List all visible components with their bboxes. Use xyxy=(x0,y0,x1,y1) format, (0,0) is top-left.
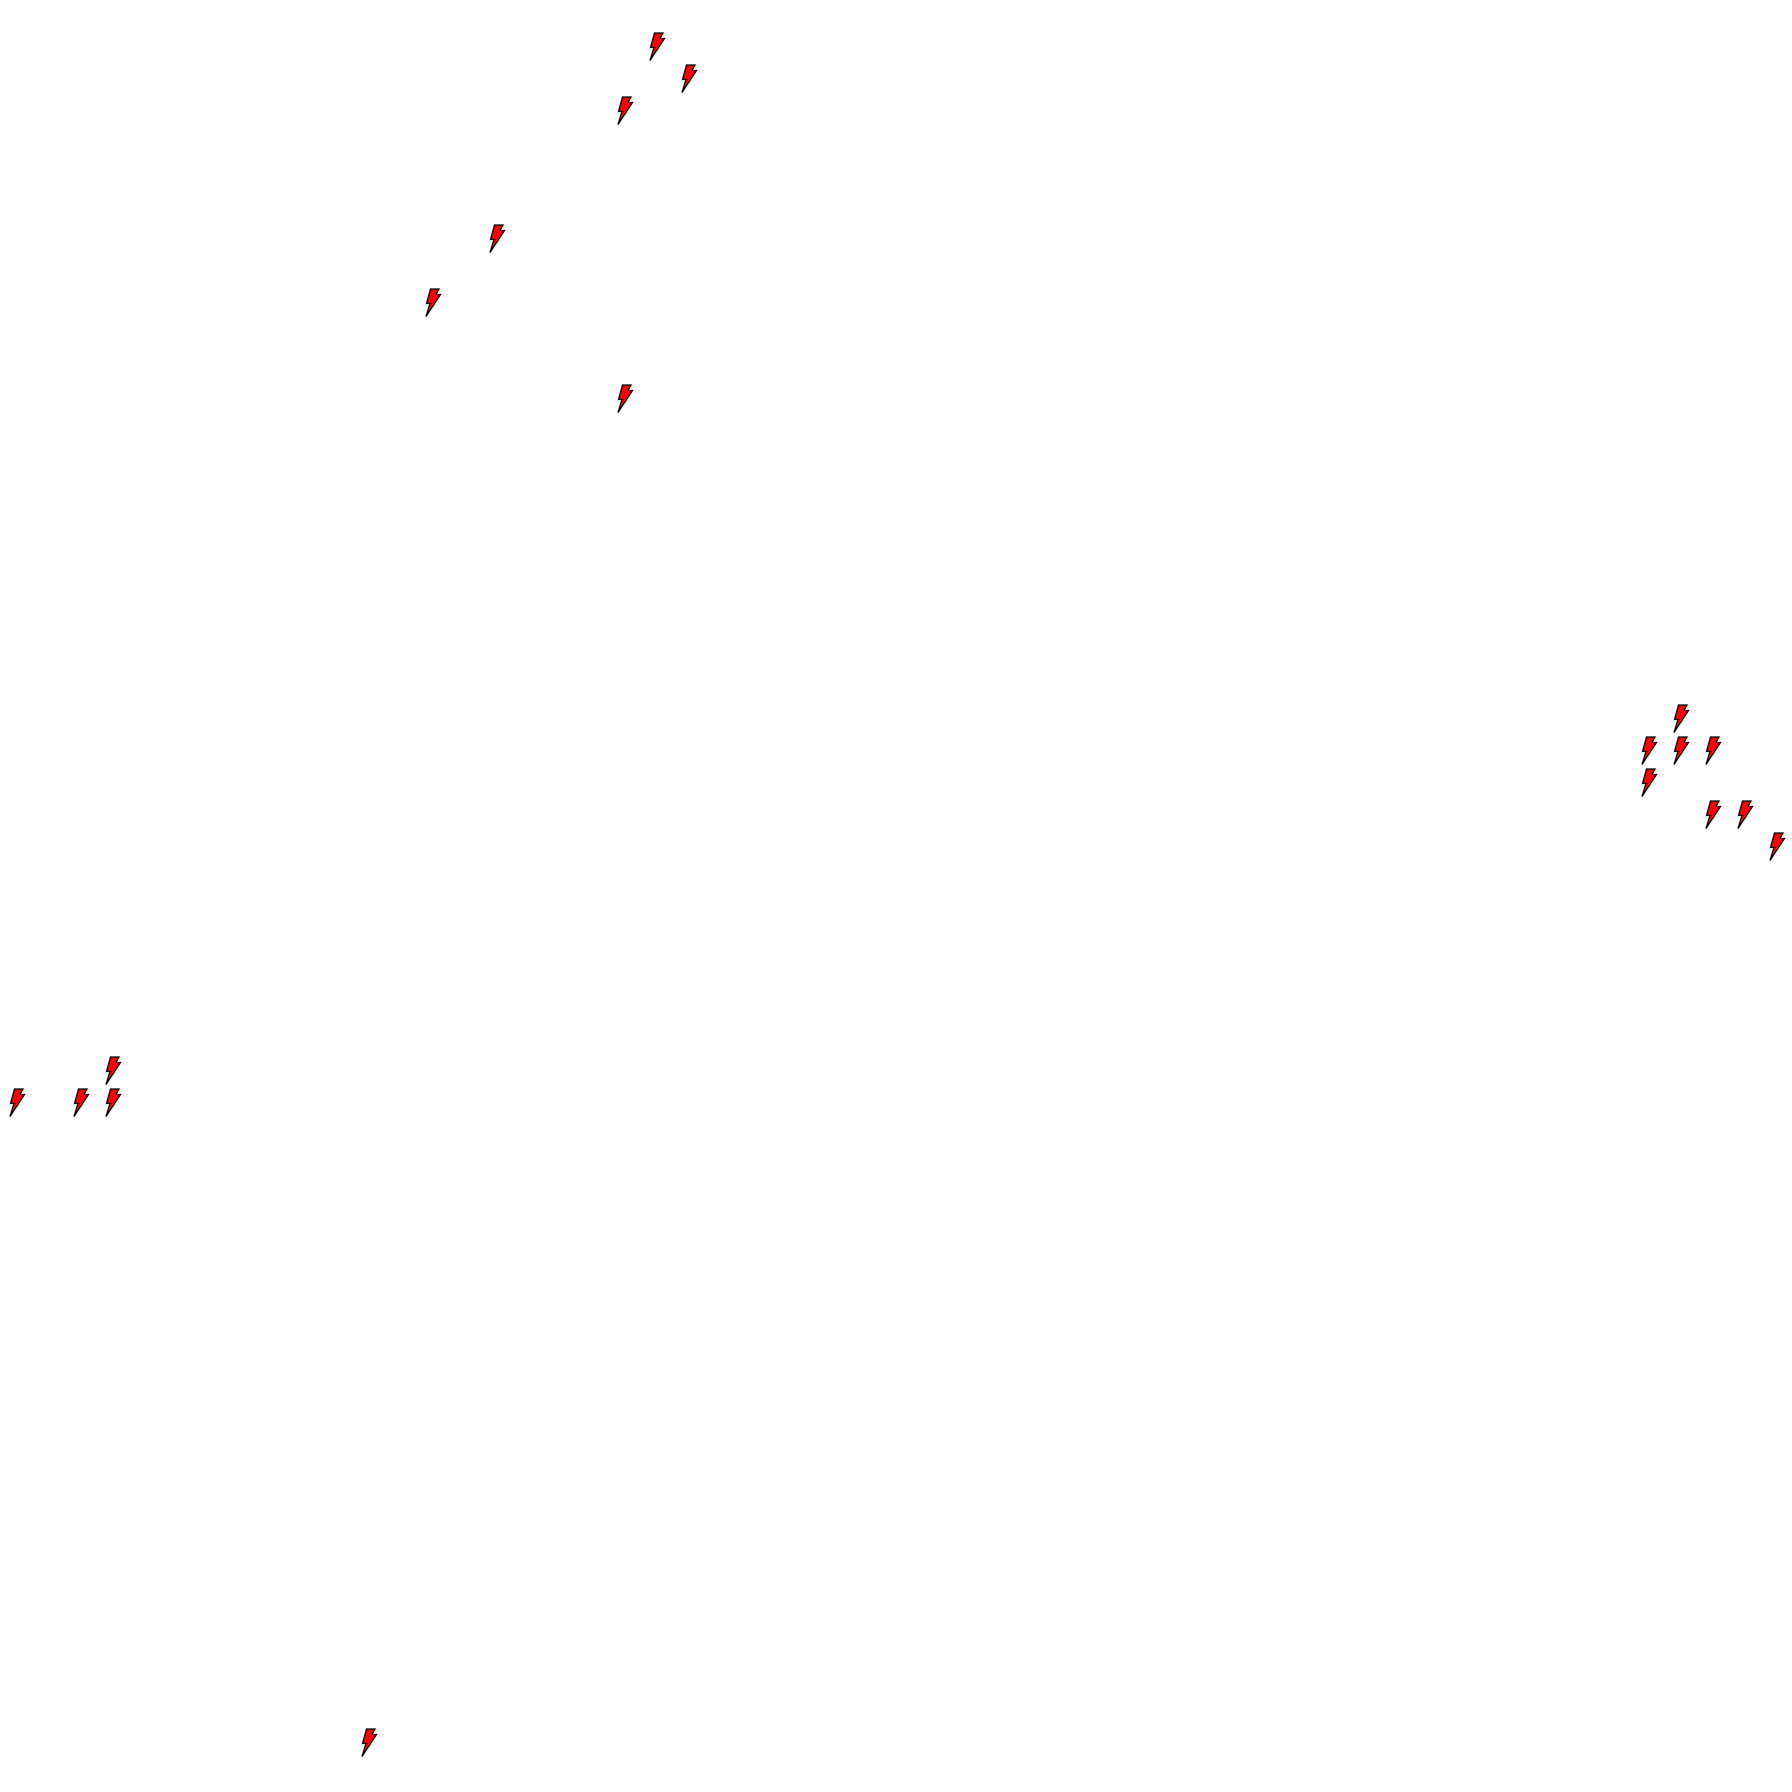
lightning-strike-marker[interactable] xyxy=(359,1728,379,1758)
lightning-strike-marker[interactable] xyxy=(1735,800,1755,830)
lightning-strike-marker[interactable] xyxy=(615,384,635,414)
lightning-strike-marker[interactable] xyxy=(647,32,667,62)
lightning-strike-marker[interactable] xyxy=(1639,768,1659,798)
lightning-strike-marker[interactable] xyxy=(1767,832,1787,862)
lightning-bolt-icon xyxy=(1705,800,1722,829)
lightning-bolt-icon xyxy=(681,64,698,93)
lightning-strike-marker[interactable] xyxy=(7,1088,27,1118)
lightning-bolt-icon xyxy=(1737,800,1754,829)
lightning-strike-marker[interactable] xyxy=(1703,800,1723,830)
lightning-bolt-icon xyxy=(361,1728,378,1757)
lightning-strike-marker[interactable] xyxy=(1671,736,1691,766)
lightning-bolt-icon xyxy=(489,224,506,253)
lightning-strike-marker[interactable] xyxy=(1639,736,1659,766)
lightning-bolt-icon xyxy=(1673,736,1690,765)
lightning-bolt-icon xyxy=(9,1088,26,1117)
lightning-bolt-icon xyxy=(1769,832,1786,861)
lightning-strike-marker[interactable] xyxy=(423,288,443,318)
lightning-bolt-icon xyxy=(425,288,442,317)
lightning-strike-marker[interactable] xyxy=(103,1088,123,1118)
lightning-bolt-icon xyxy=(105,1056,122,1085)
lightning-strike-marker[interactable] xyxy=(679,64,699,94)
lightning-bolt-icon xyxy=(617,384,634,413)
lightning-strike-marker[interactable] xyxy=(103,1056,123,1086)
lightning-strike-marker[interactable] xyxy=(487,224,507,254)
lightning-bolt-icon xyxy=(1705,736,1722,765)
lightning-strike-marker[interactable] xyxy=(1671,704,1691,734)
lightning-bolt-icon xyxy=(73,1088,90,1117)
lightning-bolt-icon xyxy=(1641,768,1658,797)
lightning-strike-marker[interactable] xyxy=(71,1088,91,1118)
lightning-bolt-icon xyxy=(617,96,634,125)
lightning-strike-marker[interactable] xyxy=(1703,736,1723,766)
lightning-bolt-icon xyxy=(105,1088,122,1117)
lightning-strike-marker[interactable] xyxy=(615,96,635,126)
lightning-bolt-icon xyxy=(1673,704,1690,733)
lightning-bolt-icon xyxy=(649,32,666,61)
lightning-bolt-icon xyxy=(1641,736,1658,765)
